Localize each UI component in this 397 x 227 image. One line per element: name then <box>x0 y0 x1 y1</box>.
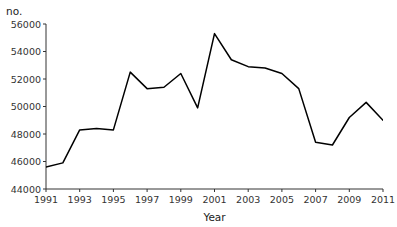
x-tick <box>349 189 350 192</box>
y-tick-label: 50000 <box>11 101 41 112</box>
x-tick <box>214 189 215 192</box>
x-tick-label: 1995 <box>101 194 125 205</box>
data-line <box>46 34 383 167</box>
chart: 1991 1993 1995 1997 1999 2001 2003 2005 2007 2009… <box>0 0 397 227</box>
x-tick-label: 2007 <box>304 194 328 205</box>
x-tick <box>79 189 80 192</box>
axes: 1991 1993 1995 1997 1999 2001 2003 2005 2007 2009… <box>11 19 395 206</box>
x-tick <box>281 189 282 192</box>
y-tick <box>43 106 46 107</box>
x-tick-label: 2005 <box>270 194 294 205</box>
x-tick <box>383 189 384 192</box>
x-tick-label: 2011 <box>371 194 395 205</box>
x-tick-label: 2009 <box>337 194 361 205</box>
y-tick-label: 46000 <box>11 156 41 167</box>
y-tick-label: 52000 <box>11 74 41 85</box>
x-tick <box>248 189 249 192</box>
chart-container: 1991 1993 1995 1997 1999 2001 2003 2005 2007 2009… <box>0 0 397 227</box>
x-tick-label: 2001 <box>202 194 226 205</box>
x-tick-label: 1997 <box>135 194 159 205</box>
x-tick <box>113 189 114 192</box>
y-tick <box>43 51 46 52</box>
y-tick <box>43 79 46 80</box>
x-tick <box>147 189 148 192</box>
y-tick-label: 44000 <box>11 184 41 195</box>
y-tick <box>43 161 46 162</box>
y-tick <box>43 189 46 190</box>
x-tick <box>315 189 316 192</box>
y-tick-label: 56000 <box>11 19 41 30</box>
y-tick-label: 48000 <box>11 129 41 140</box>
x-tick-label: 1999 <box>169 194 193 205</box>
x-axis-label: Year <box>202 211 226 223</box>
x-tick <box>180 189 181 192</box>
y-axis-label: no. <box>6 5 22 17</box>
y-tick <box>43 24 46 25</box>
plot-area <box>46 34 383 167</box>
x-tick-label: 2003 <box>236 194 260 205</box>
x-tick-label: 1991 <box>34 194 58 205</box>
y-tick-label: 54000 <box>11 46 41 57</box>
x-tick-label: 1993 <box>68 194 92 205</box>
y-tick <box>43 134 46 135</box>
